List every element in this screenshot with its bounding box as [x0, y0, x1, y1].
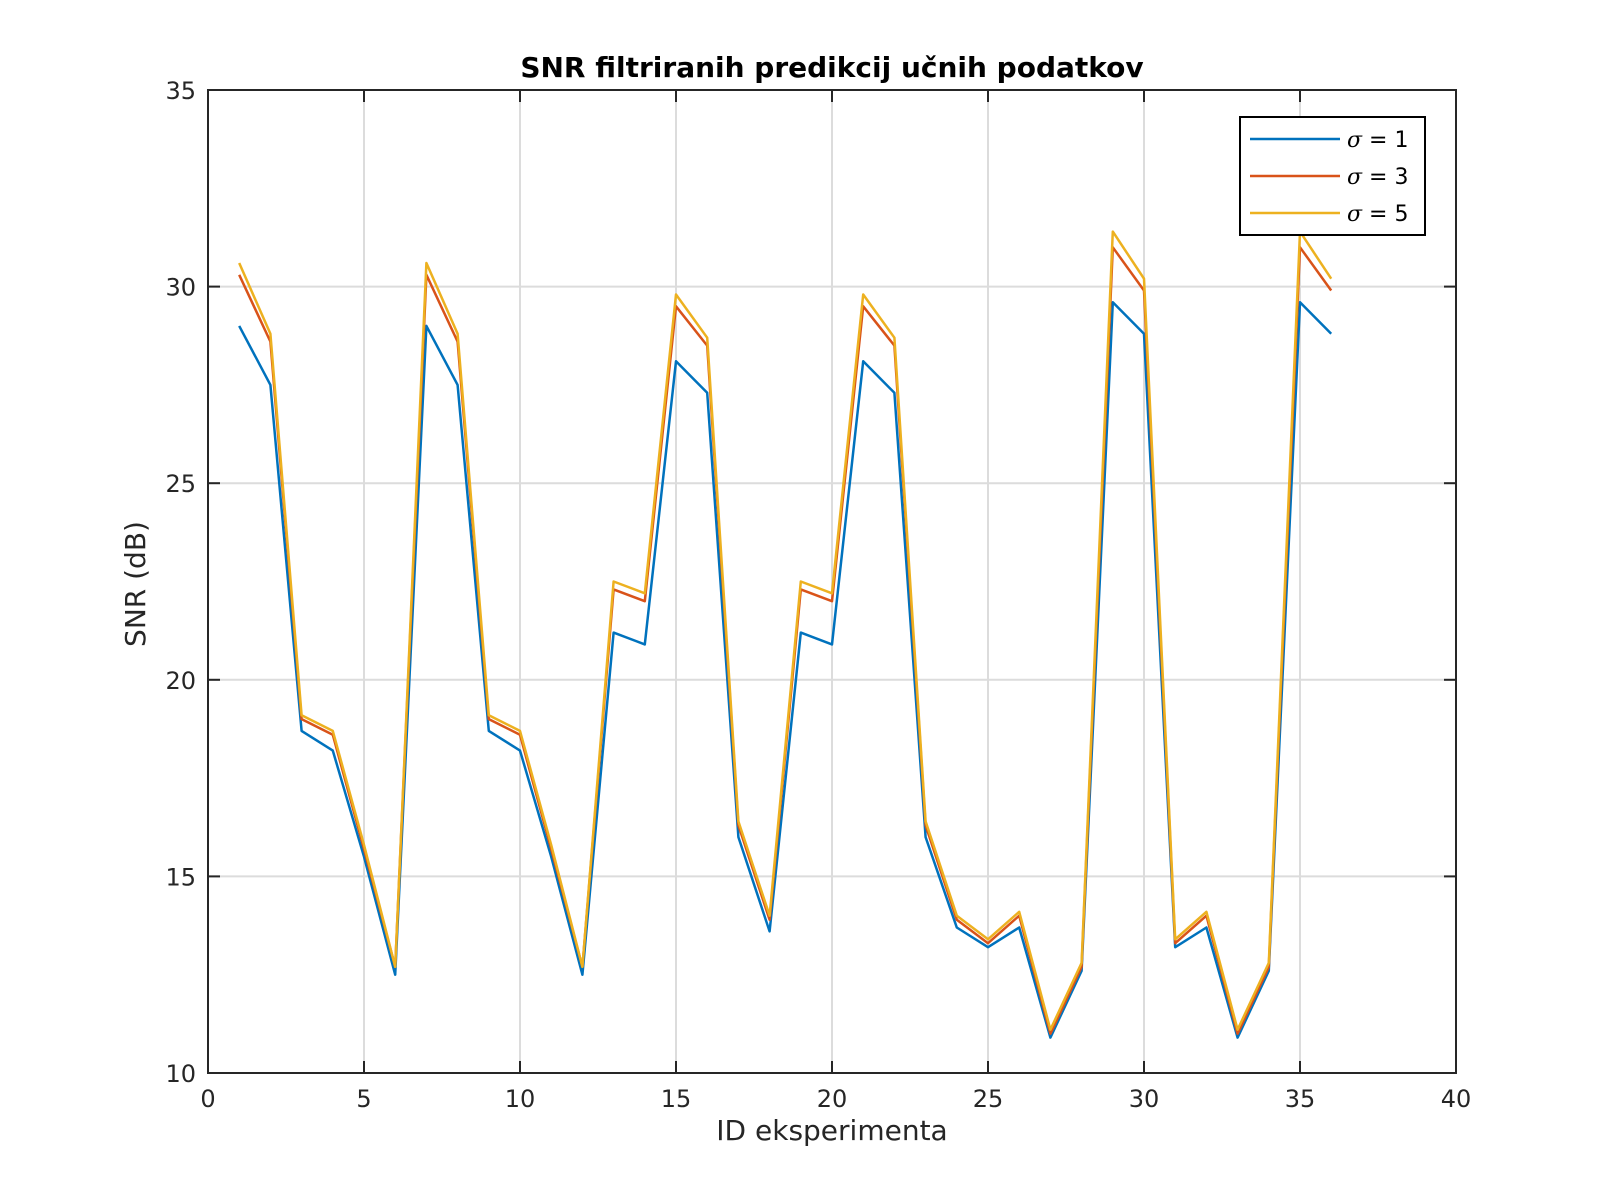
axis-ticks: 0 5 10 15 20 25 30 35 40 10 15 20 25 30 35 [165, 77, 1471, 1113]
x-tick-label: 25 [973, 1085, 1004, 1113]
series-line-3 [238, 230, 1333, 1031]
legend: σ = 1 σ = 3 σ = 5 [1239, 116, 1426, 236]
x-tick-label: 35 [1285, 1085, 1316, 1113]
y-tick-label: 30 [165, 274, 196, 302]
legend-label-2: σ = 3 [1347, 165, 1408, 190]
x-tick-label: 0 [200, 1085, 215, 1113]
y-tick-label: 10 [165, 1060, 196, 1088]
series-layer [238, 230, 1333, 1039]
x-tick-label: 30 [1129, 1085, 1160, 1113]
y-tick-label: 15 [165, 863, 196, 891]
x-tick-label: 5 [356, 1085, 371, 1113]
y-axis-label: SNR (dB) [119, 521, 152, 647]
x-axis-label: ID eksperimenta [716, 1114, 947, 1147]
series-line-1 [238, 301, 1333, 1039]
y-tick-label: 20 [165, 667, 196, 695]
legend-label-3: σ = 5 [1347, 202, 1408, 227]
x-tick-label: 20 [817, 1085, 848, 1113]
y-tick-label: 25 [165, 470, 196, 498]
legend-label-1: σ = 1 [1347, 128, 1408, 153]
x-tick-label: 10 [505, 1085, 536, 1113]
chart-title: SNR filtriranih predikcij učnih podatkov [520, 51, 1143, 84]
y-tick-label: 35 [165, 77, 196, 105]
x-tick-label: 40 [1441, 1085, 1472, 1113]
x-tick-label: 15 [661, 1085, 692, 1113]
